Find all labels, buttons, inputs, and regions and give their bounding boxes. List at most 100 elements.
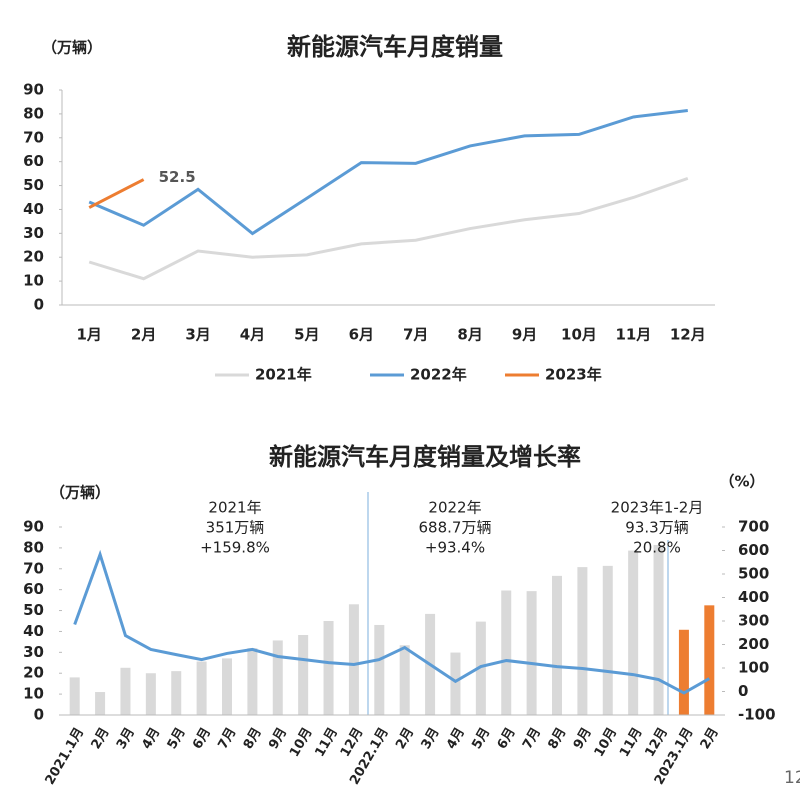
bar	[222, 658, 232, 715]
bar	[450, 652, 461, 715]
y-tick-label: 50	[23, 601, 44, 619]
y-tick-label: 20	[23, 664, 44, 682]
x-tick-label: 11月	[617, 725, 646, 759]
bar	[69, 677, 80, 715]
y-tick-label: 0	[34, 706, 44, 724]
annotation: 93.3万辆	[625, 519, 688, 537]
bar	[95, 692, 106, 715]
x-tick-label: 2月	[131, 326, 156, 344]
data-label: 52.5	[159, 168, 196, 186]
annotation: +93.4%	[425, 539, 485, 557]
y-tick-label: 70	[23, 128, 44, 146]
x-tick-label: 10月	[287, 725, 316, 759]
bar	[552, 575, 562, 715]
bar	[399, 645, 410, 715]
x-tick-label: 9月	[266, 725, 290, 752]
chart-title: 新能源汽车月度销量	[287, 33, 503, 61]
y-tick-label: 90	[23, 81, 44, 99]
page-number: 12	[784, 768, 800, 788]
bar	[120, 667, 131, 715]
x-tick-label: 2021.1月	[43, 725, 88, 787]
y-tick-label: 0	[34, 296, 44, 314]
bar	[704, 605, 715, 715]
annotation: 688.7万辆	[419, 519, 492, 537]
x-tick-label: 11月	[615, 326, 651, 344]
x-tick-label: 7月	[520, 725, 544, 752]
x-tick-label: 8月	[545, 725, 569, 752]
annotation: +159.8%	[200, 539, 270, 557]
bar	[145, 673, 156, 715]
x-tick-label: 12月	[670, 326, 706, 344]
y2-tick-label: -100	[738, 706, 776, 724]
bar	[653, 544, 664, 715]
annotation: 2022年	[428, 499, 481, 517]
y2-tick-label: 400	[738, 588, 769, 606]
y-tick-label: 30	[23, 643, 44, 661]
bar	[196, 661, 207, 715]
bar	[577, 567, 588, 715]
x-tick-label: 1月	[76, 326, 101, 344]
x-tick-label: 10月	[592, 725, 621, 759]
chart-title: 新能源汽车月度销量及增长率	[269, 443, 581, 471]
y2-tick-label: 500	[738, 565, 769, 583]
y-tick-label: 60	[23, 580, 44, 598]
x-tick-label: 3月	[114, 725, 138, 752]
y-tick-label: 40	[23, 622, 44, 640]
y-tick-label: 60	[23, 152, 44, 170]
y-tick-label: 30	[23, 224, 44, 242]
bar	[526, 591, 537, 715]
x-tick-label: 6月	[190, 725, 214, 752]
y-axis-label: （万辆）	[42, 39, 102, 57]
x-tick-label: 5月	[165, 725, 189, 752]
bar	[171, 671, 182, 715]
bar	[501, 590, 512, 715]
x-tick-label: 2月	[89, 725, 113, 752]
x-tick-label: 8月	[241, 725, 265, 752]
y-tick-label: 70	[23, 559, 44, 577]
x-tick-label: 5月	[469, 725, 493, 752]
legend-label: 2021年	[255, 366, 312, 384]
y2-tick-label: 700	[738, 518, 769, 536]
y-tick-label: 90	[23, 518, 44, 536]
bar	[323, 621, 334, 715]
bar	[602, 565, 613, 715]
annotation: 2021年	[208, 499, 261, 517]
line	[88, 109, 688, 236]
x-tick-label: 6月	[349, 326, 374, 344]
x-tick-label: 9月	[512, 326, 537, 344]
line	[73, 549, 711, 695]
x-tick-label: 4月	[240, 326, 265, 344]
x-tick-label: 3月	[185, 326, 210, 344]
bar	[348, 604, 359, 715]
x-tick-label: 7月	[215, 725, 239, 752]
y2-axis-label: （%）	[719, 473, 764, 491]
line	[88, 176, 689, 281]
x-tick-label: 4月	[139, 725, 163, 752]
x-tick-label: 6月	[495, 725, 519, 752]
bar	[272, 640, 283, 715]
x-tick-label: 5月	[294, 326, 319, 344]
bar	[678, 629, 689, 715]
x-tick-label: 10月	[561, 326, 597, 344]
x-tick-label: 8月	[457, 326, 482, 344]
annotation: 20.8%	[633, 539, 681, 557]
x-tick-label: 2月	[698, 725, 722, 752]
bar	[628, 550, 639, 715]
x-tick-label: 2月	[393, 725, 417, 752]
x-tick-label: 4月	[444, 725, 468, 752]
bar	[298, 634, 309, 715]
y2-tick-label: 200	[738, 635, 769, 653]
x-tick-label: 3月	[419, 725, 443, 752]
annotation: 2023年1-2月	[611, 499, 704, 517]
y-tick-label: 80	[23, 538, 44, 556]
bar	[247, 648, 258, 715]
legend-label: 2023年	[545, 366, 602, 384]
y-tick-label: 10	[23, 685, 44, 703]
line	[88, 178, 145, 209]
legend-label: 2022年	[410, 366, 467, 384]
annotation: 351万辆	[206, 519, 265, 537]
x-tick-label: 7月	[403, 326, 428, 344]
x-tick-label: 11月	[312, 725, 341, 759]
y2-tick-label: 0	[738, 682, 748, 700]
